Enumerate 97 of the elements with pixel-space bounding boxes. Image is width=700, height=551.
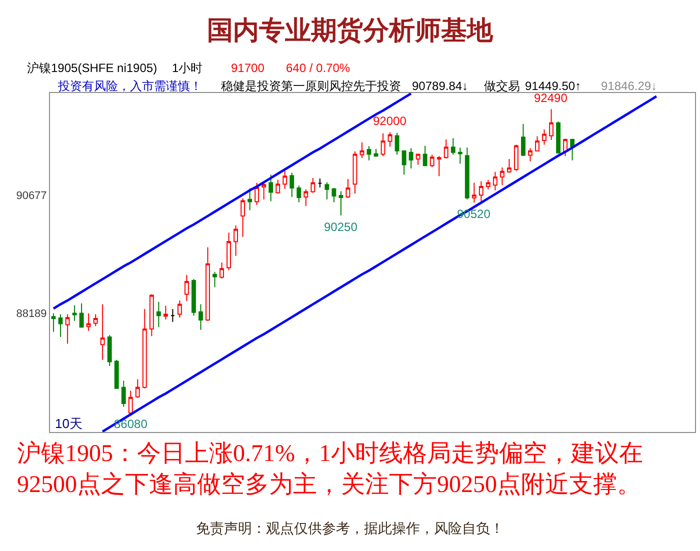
candlestick bbox=[346, 178, 350, 198]
candlestick bbox=[282, 170, 288, 190]
candlestick bbox=[79, 302, 84, 328]
candlestick bbox=[184, 274, 189, 302]
candlestick bbox=[220, 262, 224, 280]
candlestick bbox=[156, 301, 161, 328]
candlestick bbox=[254, 182, 260, 206]
text: 91700 bbox=[231, 61, 265, 75]
candlestick bbox=[450, 138, 456, 156]
candlestick bbox=[444, 139, 448, 160]
annotation: 92000 bbox=[373, 114, 407, 128]
candlestick bbox=[114, 359, 119, 390]
annotation: 86080 bbox=[114, 417, 148, 431]
candlestick bbox=[107, 334, 112, 366]
candlestick bbox=[163, 305, 168, 320]
candlestick bbox=[402, 150, 406, 176]
candlestick bbox=[472, 182, 476, 204]
candlestick bbox=[290, 172, 294, 198]
annotation: 91449.50↑ bbox=[525, 79, 582, 93]
candlestick bbox=[226, 232, 231, 271]
candlestick bbox=[366, 146, 372, 161]
y-tick-label: 88189 bbox=[16, 308, 47, 320]
candlestick bbox=[192, 278, 196, 316]
candlestick bbox=[240, 198, 246, 238]
candlestick bbox=[248, 188, 252, 211]
candlestick bbox=[121, 380, 126, 408]
candlestick bbox=[506, 158, 512, 174]
candlestick bbox=[464, 147, 470, 200]
annotation: 做交易 bbox=[484, 79, 520, 93]
candlestick bbox=[324, 182, 330, 200]
candlestick bbox=[142, 308, 147, 389]
candlestick bbox=[296, 185, 302, 203]
text: 沪镍1905：今日上涨0.71%，1小时线格局走势偏空，建议在92500点之下逢高做空多为主，关注下方90250点附近支撑。 bbox=[17, 440, 643, 498]
candlestick bbox=[422, 145, 428, 167]
candlestick bbox=[500, 167, 504, 186]
candlestick bbox=[135, 378, 140, 398]
text: 沪镍1905(SHFE ni1905) bbox=[27, 61, 158, 75]
candlestick bbox=[276, 179, 280, 194]
candlestick bbox=[535, 136, 540, 152]
candlestick bbox=[528, 148, 532, 162]
candlestick bbox=[514, 144, 518, 172]
line-series bbox=[101, 95, 658, 432]
candlestick bbox=[492, 171, 498, 191]
candlestick bbox=[149, 294, 154, 337]
candlestick bbox=[360, 142, 364, 159]
candlestick bbox=[352, 150, 358, 194]
candlestick bbox=[388, 132, 392, 148]
annotation: 10天 bbox=[55, 416, 82, 431]
candlestick bbox=[570, 138, 575, 161]
candlestick bbox=[394, 132, 400, 156]
candlestick bbox=[563, 138, 568, 157]
candlestick bbox=[430, 154, 434, 168]
candlestick bbox=[58, 314, 63, 338]
annotation: 90789.84↓ bbox=[412, 79, 468, 93]
candlestick bbox=[128, 390, 133, 414]
candlestick bbox=[549, 108, 554, 140]
candlestick bbox=[234, 224, 238, 256]
text: 640 / 0.70% bbox=[286, 61, 350, 75]
annotation: 稳健是投资第一原则风控先于投资 bbox=[221, 79, 401, 93]
candlestick bbox=[93, 314, 98, 327]
candlestick bbox=[486, 179, 490, 190]
candlestick bbox=[338, 190, 344, 216]
candlestick bbox=[478, 180, 484, 202]
candlestick bbox=[262, 180, 266, 200]
candlestick bbox=[65, 314, 70, 344]
candlestick bbox=[198, 304, 203, 330]
text: 免责声明：观点仅供参考，据此操作，风险自负！ bbox=[196, 520, 504, 536]
line-series bbox=[52, 93, 412, 310]
candlestick bbox=[458, 147, 462, 164]
annotation: 92490 bbox=[534, 91, 568, 105]
candlestick bbox=[408, 148, 414, 169]
candlestick bbox=[380, 132, 386, 157]
candlestick bbox=[268, 174, 274, 202]
candlestick bbox=[436, 156, 442, 177]
annotation: 91846.29↓ bbox=[601, 79, 658, 93]
y-tick-label: 90677 bbox=[16, 190, 47, 202]
candlestick bbox=[416, 153, 420, 166]
candlestick bbox=[318, 178, 322, 188]
candlestick bbox=[86, 312, 91, 332]
candlestick bbox=[177, 300, 182, 318]
candlestick bbox=[100, 304, 105, 360]
candlestick bbox=[304, 188, 308, 206]
annotation: 90250 bbox=[324, 220, 358, 234]
candlestick bbox=[332, 187, 336, 203]
chart-title: 国内专业期货分析师基地 bbox=[207, 15, 494, 46]
text: 1小时 bbox=[172, 61, 203, 75]
candlestick bbox=[556, 120, 561, 154]
candlestick bbox=[51, 312, 56, 332]
candlestick bbox=[542, 129, 546, 146]
candlestick bbox=[521, 123, 526, 157]
annotation: 投资有风险，入市需谨慎！ bbox=[57, 79, 202, 93]
candlestick bbox=[310, 177, 316, 194]
candlestick bbox=[212, 272, 217, 288]
candlestick bbox=[374, 148, 378, 158]
candlestick bbox=[72, 304, 77, 322]
candlestick bbox=[206, 246, 210, 322]
candlestick bbox=[170, 308, 175, 322]
